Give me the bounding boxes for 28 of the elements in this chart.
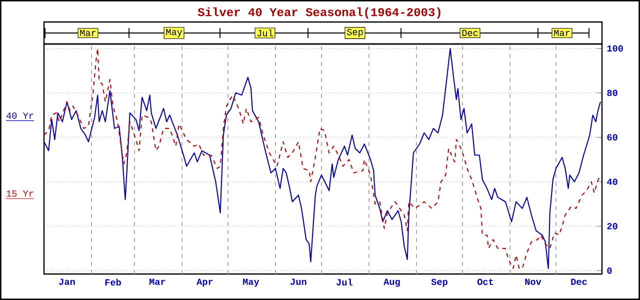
text: Mar	[554, 30, 570, 36]
y-tick-label: 40	[607, 178, 618, 185]
x-tick-label: Jun	[290, 278, 306, 285]
x-tick-label: Sep	[431, 278, 448, 287]
x-tick-label: Dec	[571, 278, 587, 285]
text: Dec	[462, 30, 478, 36]
text: Sep	[346, 28, 363, 38]
text: Jul	[257, 30, 273, 36]
line-series	[44, 48, 601, 269]
text: 15 Yr	[6, 190, 34, 197]
y-tick-label: 80	[607, 90, 618, 96]
x-tick-label: Aug	[384, 278, 400, 287]
x-tick-label: Nov	[525, 278, 542, 285]
x-tick-label: Jan	[59, 278, 75, 285]
x-tick-label: Oct	[477, 278, 493, 286]
x-tick-label: Jul	[336, 278, 352, 286]
x-tick-label: Mar	[150, 278, 166, 285]
chart-title: Silver 40 Year Seasonal(1964-2003)	[198, 7, 440, 19]
text: Mar	[80, 30, 96, 36]
y-tick-label: 20	[607, 223, 618, 230]
y-tick-label: 60	[607, 134, 618, 140]
y-tick-label: 0	[607, 268, 612, 274]
x-tick-label: Apr	[196, 278, 213, 287]
series-label: 40 Yr	[6, 112, 34, 119]
x-tick-label: May	[243, 278, 260, 287]
text: May	[166, 28, 182, 38]
x-tick-label: Feb	[105, 278, 121, 286]
y-tick-label: 100	[607, 45, 623, 52]
